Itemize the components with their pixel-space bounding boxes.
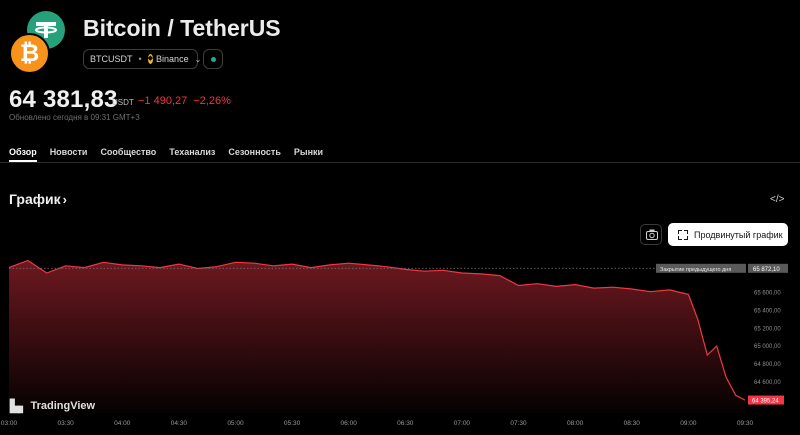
x-tick-label: 09:00: [680, 420, 697, 427]
change-percent: −2,26%: [193, 95, 231, 107]
tab-seasonality[interactable]: Сезонность: [228, 147, 281, 157]
prev-close-label-bg: [656, 263, 746, 273]
series-area: [9, 260, 745, 413]
tab-bar: Обзор Новости Сообщество Теханализ Сезон…: [9, 147, 336, 162]
x-tick-label: 05:00: [227, 420, 244, 427]
series-line: [8, 259, 746, 401]
x-tick-label: 04:00: [114, 420, 131, 427]
prev-close-value-bg: [748, 263, 788, 273]
chevron-down-icon: ⌄: [194, 54, 202, 64]
camera-icon: [646, 229, 658, 240]
tradingview-logo-icon: ▙▖: [10, 399, 27, 413]
symbol-label: BTCUSDT: [90, 54, 133, 64]
y-tick-label: 64 600,00: [754, 380, 781, 386]
binance-icon: ◆: [147, 54, 154, 64]
y-tick-label: 65 000,00: [754, 344, 781, 350]
tradingview-logo: ▙▖ TradingView: [10, 399, 95, 413]
tab-community[interactable]: Сообщество: [100, 147, 157, 157]
tab-divider: [0, 162, 800, 163]
x-tick-label: 08:30: [624, 420, 641, 427]
price-change: −1 490,27 −2,26%: [138, 95, 231, 107]
page-title: Bitcoin / TetherUS: [83, 15, 281, 41]
brand-name: TradingView: [30, 400, 96, 412]
x-tick-label: 03:30: [57, 420, 74, 427]
price-chart[interactable]: Закрытие предыдущего дня 65 872,10 65 600,…: [0, 240, 800, 435]
x-tick-label: 08:00: [567, 420, 584, 427]
y-tick-label: 65 200,00: [754, 326, 781, 332]
bitcoin-logo-icon: ₿: [9, 33, 50, 74]
x-tick-label: 06:00: [341, 420, 358, 427]
tab-overview[interactable]: Обзор: [9, 147, 37, 162]
last-price: 64 381,83: [9, 86, 118, 113]
advanced-chart-label: Продвинутый график: [694, 229, 783, 240]
tab-markets[interactable]: Рынки: [293, 147, 324, 157]
live-dot-icon: [211, 57, 216, 62]
advanced-chart-button[interactable]: Продвинутый график: [668, 223, 788, 246]
market-status-indicator[interactable]: [203, 49, 223, 69]
x-tick-label: 07:30: [510, 420, 527, 427]
x-tick-label: 06:30: [397, 420, 414, 427]
x-tick-label: 04:30: [171, 420, 188, 427]
symbol-exchange-selector[interactable]: BTCUSDT • ◆ Binance ⌄: [83, 49, 201, 69]
x-tick-label: 09:30: [737, 420, 754, 427]
update-timestamp: Обновлено сегодня в 09:31 GMT+3: [9, 113, 140, 122]
snapshot-button[interactable]: [640, 224, 662, 245]
section-title: График: [9, 191, 61, 207]
last-value-label: 64 395,24: [752, 399, 779, 405]
price-currency: USDT: [112, 98, 134, 107]
chevron-right-icon: ›: [62, 192, 67, 207]
last-value-label-bg: [748, 395, 784, 405]
exchange-label: Binance: [156, 54, 189, 64]
prev-close-value: 65 872,10: [753, 267, 780, 273]
y-tick-label: 65 600,00: [754, 291, 781, 297]
fullscreen-icon: [678, 229, 688, 240]
change-absolute: −1 490,27: [138, 95, 188, 107]
tab-technicals[interactable]: Теханализ: [169, 147, 216, 157]
separator-dot: •: [138, 54, 142, 64]
tab-news[interactable]: Новости: [49, 147, 88, 157]
prev-close-label: Закрытие предыдущего дня: [660, 267, 731, 273]
x-tick-label: 03:00: [1, 420, 18, 427]
section-heading-chart[interactable]: График ›: [9, 191, 67, 207]
embed-code-icon[interactable]: </>: [770, 194, 785, 205]
x-tick-label: 05:30: [284, 420, 301, 427]
x-tick-label: 07:00: [454, 420, 471, 427]
y-tick-label: 65 400,00: [754, 308, 781, 314]
y-tick-label: 64 800,00: [754, 362, 781, 368]
